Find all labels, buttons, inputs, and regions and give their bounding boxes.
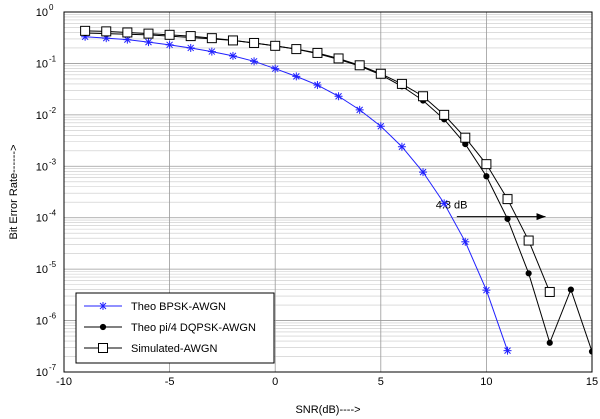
data-point (185, 31, 196, 42)
y-tick-exponent: -7 (49, 363, 57, 372)
data-point (249, 37, 260, 48)
data-point (397, 142, 406, 151)
y-tick-label: 10 (36, 367, 48, 379)
plot-frame (63, 11, 593, 373)
x-tick-label: -5 (165, 376, 175, 388)
data-point (439, 109, 450, 120)
y-axis-label: Bit Error Rate------> (8, 144, 20, 239)
legend-label: Theo BPSK-AWGN (131, 301, 226, 313)
data-point (207, 47, 216, 56)
legend-marker (98, 343, 108, 353)
x-tick-label: 0 (272, 376, 278, 388)
y-tick-label: 10 (36, 213, 48, 225)
legend-box (75, 292, 275, 364)
legend-marker (99, 302, 107, 310)
data-point (271, 64, 280, 73)
data-point (483, 173, 490, 180)
data-point (228, 51, 237, 60)
data-point (250, 57, 259, 66)
y-tick-label: 10 (36, 110, 48, 122)
y-tick-exponent: -5 (49, 260, 57, 269)
data-point (440, 199, 449, 208)
y-tick-exponent: 0 (49, 3, 54, 12)
data-point (567, 286, 574, 293)
data-point (481, 159, 492, 170)
x-tick-label: 5 (378, 376, 384, 388)
data-point (588, 348, 592, 355)
data-point (482, 286, 491, 295)
legend-entry: Theo BPSK-AWGN (84, 301, 226, 313)
legend: Theo BPSK-AWGN Theo pi/4 DQPSK-AWGN Simula… (75, 292, 275, 364)
data-point (165, 40, 174, 49)
x-tick-label: 15 (586, 376, 598, 388)
data-point (354, 60, 365, 71)
data-point (144, 38, 153, 47)
data-point (292, 72, 301, 81)
x-axis-label: SNR(dB)----> (295, 404, 360, 416)
legend-entry: Simulated-AWGN (84, 343, 217, 355)
data-point (376, 122, 385, 131)
data-point (503, 346, 512, 355)
series-square (80, 25, 555, 297)
data-point (123, 35, 132, 44)
x-tick-label: 10 (480, 376, 492, 388)
legend-label: Simulated-AWGN (131, 343, 217, 355)
data-point (206, 33, 217, 44)
y-tick-label: 10 (36, 161, 48, 173)
data-point (546, 339, 553, 346)
legend-entry: Theo pi/4 DQPSK-AWGN (84, 322, 256, 334)
data-point (418, 91, 429, 102)
annotation-arrow-head (536, 213, 546, 221)
y-tick-exponent: -3 (49, 157, 57, 166)
data-point (312, 47, 323, 58)
series-star (81, 32, 512, 355)
y-tick-exponent: -2 (49, 106, 57, 115)
data-point (523, 235, 534, 246)
data-point (502, 194, 513, 205)
legend-label: Theo pi/4 DQPSK-AWGN (131, 322, 256, 334)
data-point (101, 26, 112, 37)
y-tick-label: 10 (36, 316, 48, 328)
y-tick-label: 10 (36, 264, 48, 276)
series-line (85, 30, 551, 293)
legend-marker (99, 323, 107, 331)
data-point (419, 168, 428, 177)
data-point (396, 78, 407, 89)
data-point (227, 35, 238, 46)
annotation-layer: 4.3 dB (436, 200, 546, 221)
data-point (270, 40, 281, 51)
data-point (80, 25, 91, 36)
y-tick-label: 10 (36, 7, 48, 19)
data-point (122, 27, 133, 38)
series-layer (80, 25, 592, 355)
data-point (313, 81, 322, 90)
data-point (334, 92, 343, 101)
y-tick-exponent: -6 (49, 312, 57, 321)
data-point (186, 43, 195, 52)
x-tick-label: -10 (56, 376, 72, 388)
data-point (460, 132, 471, 143)
data-point (544, 286, 555, 297)
data-point (143, 28, 154, 39)
x-axis-ticks: -10 -5 0 5 10 15 (56, 376, 598, 388)
annotation-label: 4.3 dB (436, 200, 468, 212)
data-point (525, 270, 532, 277)
data-point (375, 68, 386, 79)
y-tick-exponent: -1 (49, 54, 57, 63)
data-point (355, 105, 364, 114)
y-tick-exponent: -4 (49, 209, 57, 218)
data-point (461, 237, 470, 246)
data-point (333, 53, 344, 64)
data-point (291, 44, 302, 55)
y-tick-label: 10 (36, 58, 48, 70)
data-point (164, 29, 175, 40)
